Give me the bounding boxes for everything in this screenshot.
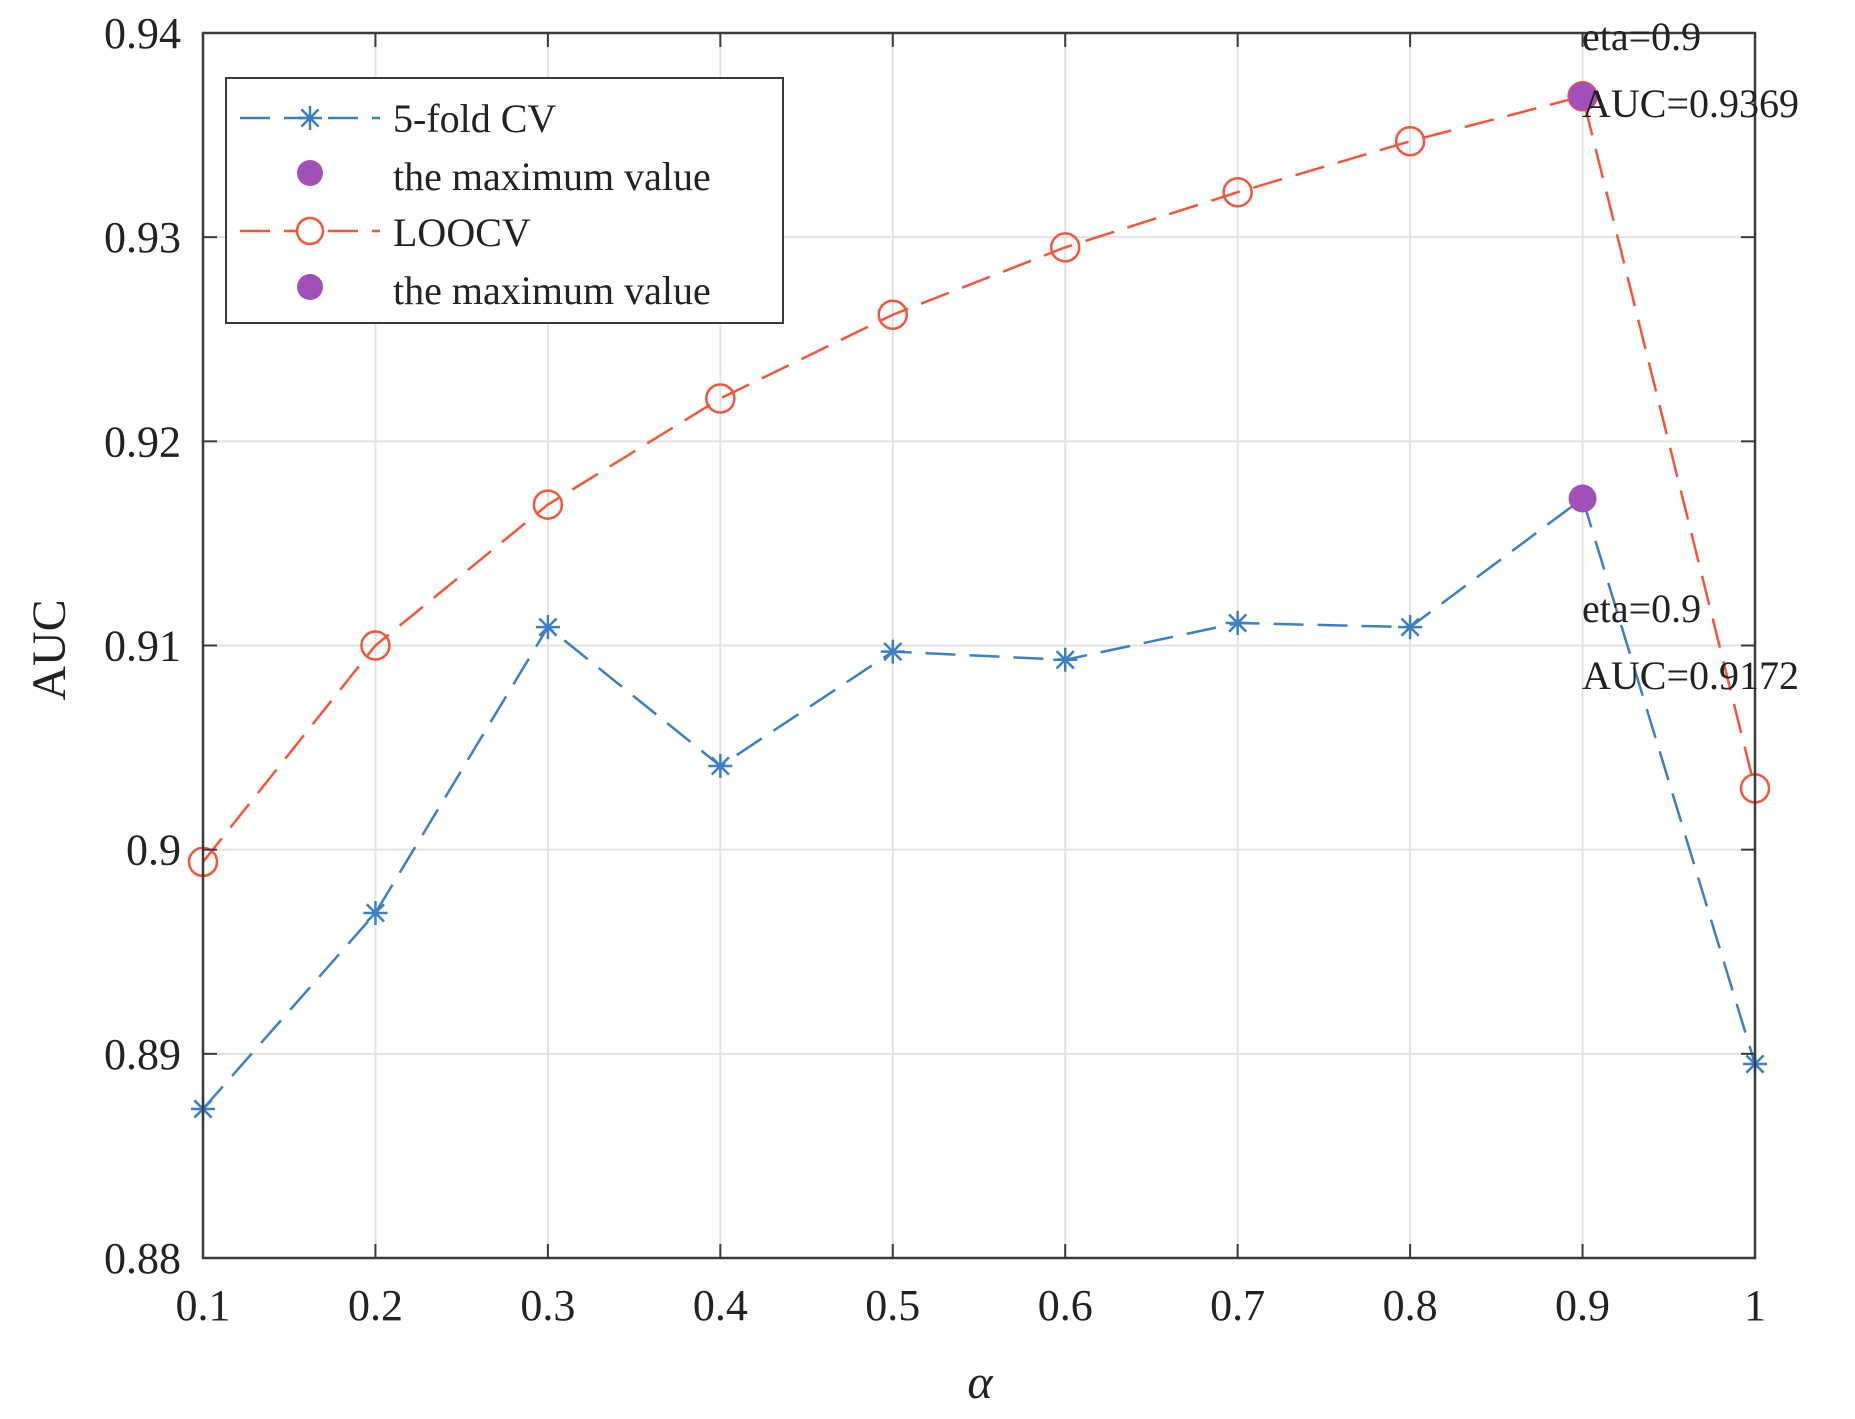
x-tick-label: 0.5	[865, 1281, 920, 1330]
data-point	[1226, 611, 1250, 635]
x-tick-label: 0.1	[176, 1281, 231, 1330]
series-line	[203, 499, 1755, 1109]
legend-label-loocv: LOOCV	[393, 210, 531, 255]
legend: 5-fold CV the maximum value LOOCV the ma…	[226, 78, 783, 323]
annotations: eta=0.9 AUC=0.9369 eta=0.9 AUC=0.9172	[1582, 14, 1799, 698]
y-tick-label: 0.92	[104, 417, 181, 466]
x-tick-label: 0.2	[348, 1281, 403, 1330]
legend-marker-star	[298, 106, 322, 130]
auc-line-chart: 0.1 0.2 0.3 0.4 0.5 0.6 0.7 0.8 0.9 10.880.890.90…	[0, 0, 1855, 1419]
legend-marker-max-dot	[297, 160, 323, 186]
annotation-cv-eta: eta=0.9	[1582, 586, 1701, 631]
annotation-loocv-auc: AUC=0.9369	[1582, 81, 1799, 126]
x-tick-label: 0.9	[1555, 1281, 1610, 1330]
x-tick-label: 0.3	[520, 1281, 575, 1330]
data-point	[881, 640, 905, 664]
x-axis-title: α	[967, 1356, 993, 1409]
legend-label-maximum-2: the maximum value	[393, 268, 711, 313]
annotation-cv-auc: AUC=0.9172	[1582, 653, 1799, 698]
x-tick-label: 1	[1744, 1281, 1766, 1330]
x-tick-label: 0.7	[1210, 1281, 1265, 1330]
y-tick-label: 0.89	[104, 1030, 181, 1079]
legend-marker-open-circle	[297, 218, 323, 244]
x-tick-label: 0.8	[1383, 1281, 1438, 1330]
y-tick-label: 0.91	[104, 622, 181, 671]
maximum-point	[1569, 485, 1597, 513]
data-point	[1053, 648, 1077, 672]
x-tick-label: 0.4	[693, 1281, 748, 1330]
data-point	[536, 615, 560, 639]
legend-star-shape	[298, 106, 322, 130]
y-axis-title: AUC	[23, 599, 76, 700]
legend-label-maximum-1: the maximum value	[393, 154, 711, 199]
series-cv	[191, 487, 1767, 1121]
data-point	[708, 754, 732, 778]
annotation-loocv-eta: eta=0.9	[1582, 14, 1701, 59]
y-tick-label: 0.93	[104, 213, 181, 262]
data-point	[363, 901, 387, 925]
y-tick-label: 0.94	[104, 9, 181, 58]
data-point	[1398, 615, 1422, 639]
y-tick-label: 0.88	[104, 1234, 181, 1283]
y-tick-label: 0.9	[126, 826, 181, 875]
legend-label-5fold-cv: 5-fold CV	[393, 96, 556, 141]
x-tick-label: 0.6	[1038, 1281, 1093, 1330]
legend-marker-max-dot	[297, 274, 323, 300]
